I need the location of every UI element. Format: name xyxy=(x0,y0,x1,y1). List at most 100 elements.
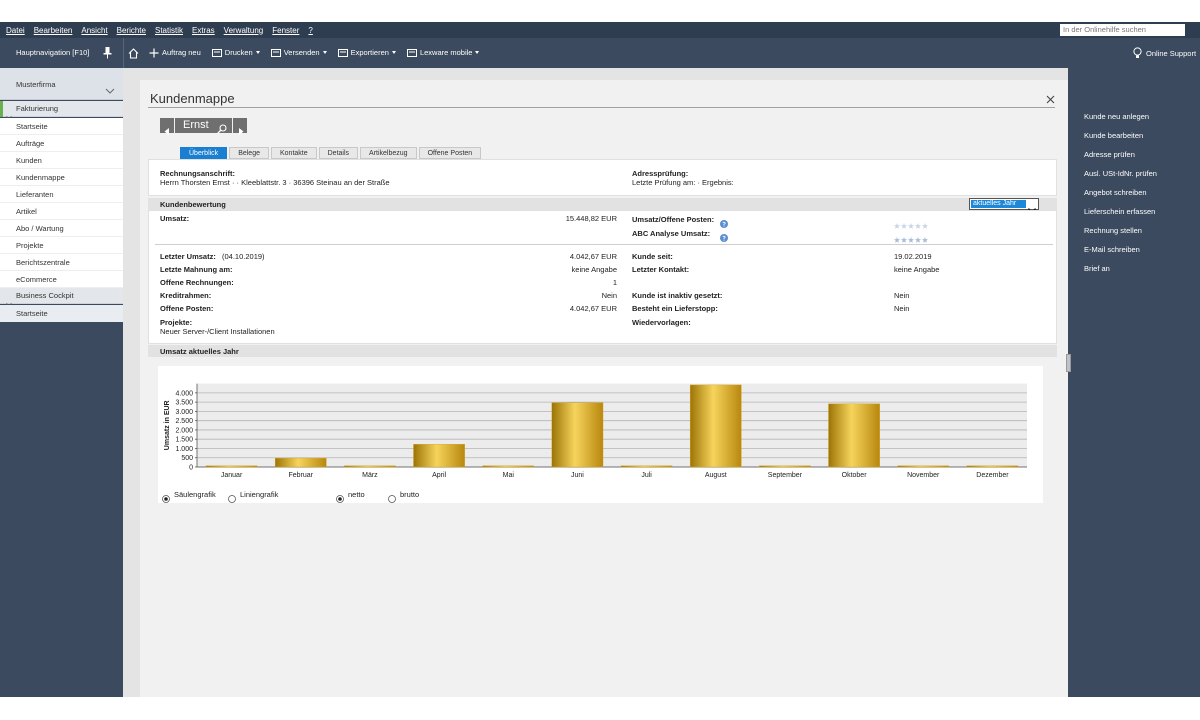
nav-item[interactable]: Aufträge xyxy=(0,135,123,152)
toolbar-buttons: Auftrag neu Drucken Versenden Exportieren Le… xyxy=(149,45,480,60)
metric-value: 15.448,82 EUR xyxy=(565,214,617,223)
nav-item[interactable]: Startseite xyxy=(0,118,123,135)
dropdown-caret xyxy=(322,51,327,54)
radio-option[interactable]: netto xyxy=(336,489,365,503)
detail-label: Letzter Kontakt: xyxy=(632,265,690,274)
toolbar-icon xyxy=(270,48,281,58)
detail-label: Letzte Mahnung am: xyxy=(160,265,233,274)
detail-label: Wiedervorlagen: xyxy=(632,318,691,327)
prev-customer[interactable] xyxy=(160,118,174,135)
scroll-handle[interactable] xyxy=(1066,354,1071,372)
toolbar-icon xyxy=(149,48,159,58)
nav-group[interactable]: Fakturierung xyxy=(0,101,123,120)
nav-item[interactable]: Kundenmappe xyxy=(0,169,123,186)
toolbar-button[interactable]: Drucken xyxy=(211,48,260,58)
menu-item[interactable]: Statistik xyxy=(154,25,183,35)
action-link[interactable]: Brief an xyxy=(1084,264,1110,273)
nav-item[interactable]: Kunden xyxy=(0,152,123,169)
action-link[interactable]: E-Mail schreiben xyxy=(1084,245,1140,254)
nav-item[interactable]: Lieferanten xyxy=(0,186,123,203)
period-select[interactable]: aktuelles Jahr xyxy=(969,198,1039,215)
toolbar-icon-glyph xyxy=(406,48,417,57)
detail-value: Nein xyxy=(894,291,910,300)
action-link[interactable]: Ausl. USt-IdNr. prüfen xyxy=(1084,169,1157,178)
action-link[interactable]: Kunde bearbeiten xyxy=(1084,131,1144,140)
action-panel xyxy=(1068,68,1200,697)
action-link[interactable]: Adresse prüfen xyxy=(1084,150,1135,159)
radio-option[interactable]: Säulengrafik xyxy=(162,489,216,503)
menu-item[interactable]: Fenster xyxy=(272,25,300,35)
action-link[interactable]: Angebot schreiben xyxy=(1084,188,1147,197)
help-icon-glyph xyxy=(720,220,728,228)
nav-item[interactable]: Berichtszentrale xyxy=(0,254,123,271)
rating-star xyxy=(915,230,921,243)
company-selector[interactable] xyxy=(0,68,123,100)
menu-item[interactable]: Datei xyxy=(6,25,25,35)
nav-group-label: Business Cockpit xyxy=(16,291,74,300)
tab[interactable]: Offene Posten xyxy=(418,147,482,159)
tab[interactable]: Belege xyxy=(229,147,269,159)
next-arrow xyxy=(238,122,244,135)
tab[interactable]: Kontakte xyxy=(270,147,317,159)
title-rule xyxy=(148,107,1055,108)
radio-button-glyph xyxy=(336,495,344,503)
tab-selected[interactable]: Überblick xyxy=(180,147,228,159)
toolbar-button[interactable]: Auftrag neu xyxy=(149,48,201,58)
radio-label: brutto xyxy=(400,489,420,499)
radio-option[interactable]: brutto xyxy=(388,489,420,503)
tab[interactable]: Artikelbezug xyxy=(360,147,417,159)
nav-item[interactable]: Projekte xyxy=(0,237,123,254)
menu-item[interactable]: Ansicht xyxy=(81,25,108,35)
menu-item[interactable]: Bearbeiten xyxy=(33,25,73,35)
radio-label: netto xyxy=(348,489,365,499)
rating-star-glyph xyxy=(894,237,900,243)
dropdown-caret xyxy=(475,51,480,54)
toolbar-button[interactable]: Lexware mobile xyxy=(406,48,480,58)
nav-title[interactable]: Hauptnavigation [F10] xyxy=(16,48,90,57)
radio-button-glyph xyxy=(388,495,396,503)
online-support[interactable]: Online Support xyxy=(1146,49,1197,58)
search-box[interactable]: In der Onlinehilfe suchen xyxy=(1060,24,1185,36)
company-chevron xyxy=(105,81,115,94)
toolbar-button[interactable]: Exportieren xyxy=(337,48,396,58)
dropdown-caret xyxy=(255,51,260,54)
toolbar-button-label: Exportieren xyxy=(350,48,389,57)
menu-item[interactable]: Verwaltung xyxy=(223,25,264,35)
toolbar-separator xyxy=(123,38,124,68)
radio-option[interactable]: Liniengrafik xyxy=(228,489,278,503)
rating-star xyxy=(901,230,907,243)
toolbar-button[interactable]: Versenden xyxy=(270,48,327,58)
radio-button xyxy=(162,490,170,503)
rating-star xyxy=(908,216,914,229)
nav-item[interactable]: Abo / Wartung xyxy=(0,220,123,237)
rating-star xyxy=(901,216,907,229)
toolbar-icon xyxy=(337,48,348,58)
close-button[interactable] xyxy=(1046,91,1055,104)
nav-item[interactable]: Artikel xyxy=(0,203,123,220)
next-customer[interactable] xyxy=(233,118,247,135)
nav-item[interactable]: eCommerce xyxy=(0,271,123,288)
menu-items: Datei Bearbeiten Ansicht Berichte Statistik E… xyxy=(6,22,313,38)
nav-group[interactable]: Business Cockpit xyxy=(0,288,123,307)
nav-item[interactable]: Startseite xyxy=(0,305,123,322)
customer-name: Ernst xyxy=(183,119,209,131)
customer-field[interactable]: Ernst xyxy=(175,118,232,134)
tab[interactable]: Details xyxy=(318,147,359,159)
action-link[interactable]: Kunde neu anlegen xyxy=(1084,112,1150,121)
detail-label: Kunde seit: xyxy=(632,252,673,261)
detail-label: Besteht ein Lieferstopp: xyxy=(632,304,718,313)
toolbar-button-label: Drucken xyxy=(224,48,253,57)
group-caret xyxy=(6,107,12,120)
address-label: Rechnungsanschrift: xyxy=(160,169,236,178)
rating-star-glyph xyxy=(908,237,914,243)
detail-value: 19.02.2019 xyxy=(894,252,932,261)
menu-item[interactable]: ? xyxy=(308,25,313,35)
metric-label: Umsatz: xyxy=(160,214,190,223)
action-link[interactable]: Rechnung stellen xyxy=(1084,226,1142,235)
menu-item[interactable]: Extras xyxy=(192,25,215,35)
action-link[interactable]: Lieferschein erfassen xyxy=(1084,207,1156,216)
menu-item[interactable]: Berichte xyxy=(116,25,146,35)
rating-star-glyph xyxy=(908,223,914,229)
detail-item: Neuer Server-/Client Installationen xyxy=(160,327,275,336)
